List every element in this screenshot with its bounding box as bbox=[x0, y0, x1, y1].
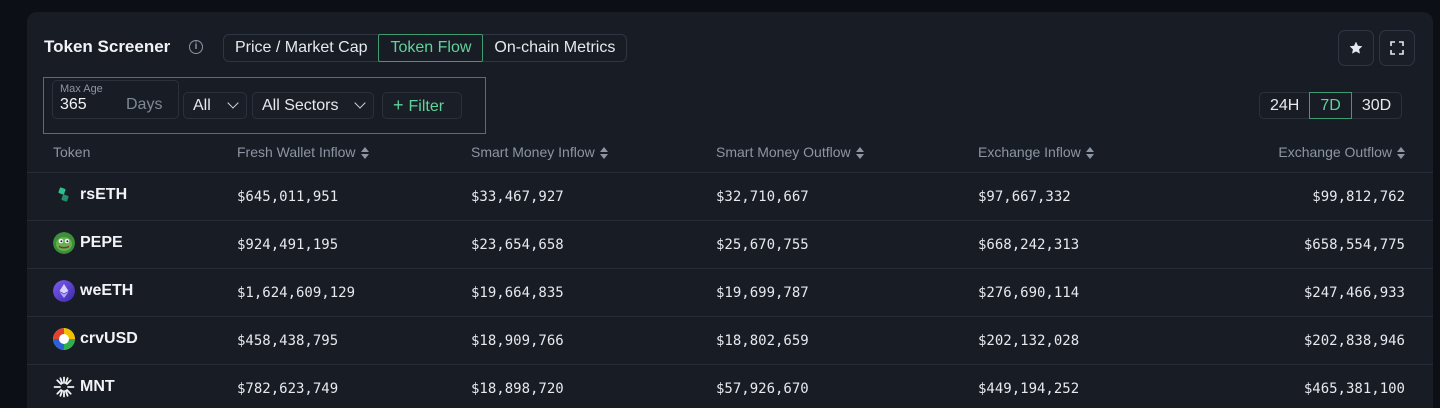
sort-icon bbox=[360, 146, 369, 160]
fresh-wallet-inflow-cell: $1,624,609,129 bbox=[237, 285, 356, 301]
token-name: MNT bbox=[80, 378, 115, 395]
column-header-token: Token bbox=[53, 144, 91, 160]
sort-icon bbox=[1085, 146, 1094, 160]
sort-icon bbox=[1397, 146, 1405, 160]
smart-money-inflow-cell: $18,898,720 bbox=[471, 381, 564, 397]
exchange-inflow-cell: $276,690,114 bbox=[978, 285, 1080, 301]
table-row[interactable]: MNT $782,623,749 $18,898,720 $57,926,670… bbox=[27, 364, 1433, 408]
token-screener-panel bbox=[27, 12, 1433, 408]
exchange-outflow-cell: $99,812,762 bbox=[1312, 189, 1405, 205]
table-row[interactable]: rsETH $645,011,951 $33,467,927 $32,710,6… bbox=[27, 172, 1433, 220]
mnt-icon bbox=[53, 376, 75, 398]
sort-icon bbox=[599, 146, 608, 160]
fresh-wallet-inflow-cell: $782,623,749 bbox=[237, 381, 339, 397]
chain-dropdown[interactable]: All bbox=[183, 92, 247, 119]
token-cell[interactable]: rsETH bbox=[53, 184, 127, 206]
filters-highlight-box bbox=[43, 77, 486, 134]
max-age-unit: Days bbox=[126, 96, 163, 113]
fresh-wallet-inflow-cell: $645,011,951 bbox=[237, 189, 339, 205]
exchange-inflow-cell: $202,132,028 bbox=[978, 333, 1080, 349]
max-age-field[interactable] bbox=[52, 80, 179, 119]
tab-token-flow[interactable]: Token Flow bbox=[378, 34, 484, 62]
smart-money-inflow-cell: $19,664,835 bbox=[471, 285, 564, 301]
smart-money-outflow-cell: $57,926,670 bbox=[716, 381, 809, 397]
pepe-icon bbox=[53, 232, 75, 254]
table-row[interactable]: crvUSD $458,438,795 $18,909,766 $18,802,… bbox=[27, 316, 1433, 364]
sort-icon bbox=[855, 146, 864, 160]
column-header-fresh-wallet-inflow[interactable]: Fresh Wallet Inflow bbox=[237, 144, 369, 160]
chain-dropdown-label: All bbox=[193, 97, 211, 114]
table-row[interactable]: PEPE $924,491,195 $23,654,658 $25,670,75… bbox=[27, 220, 1433, 268]
page-title: Token Screener bbox=[44, 37, 171, 56]
token-cell[interactable]: PEPE bbox=[53, 232, 123, 254]
smart-money-outflow-cell: $25,670,755 bbox=[716, 237, 809, 253]
range-24h[interactable]: 24H bbox=[1270, 97, 1300, 114]
token-cell[interactable]: weETH bbox=[53, 280, 133, 302]
token-name: PEPE bbox=[80, 234, 123, 251]
sector-dropdown-label: All Sectors bbox=[262, 97, 339, 114]
info-icon[interactable]: i bbox=[189, 40, 203, 54]
plus-icon: + bbox=[393, 95, 404, 115]
exchange-outflow-cell: $247,466,933 bbox=[1303, 285, 1405, 301]
token-cell[interactable]: crvUSD bbox=[53, 328, 138, 350]
smart-money-inflow-cell: $18,909,766 bbox=[471, 333, 564, 349]
filter-button-label: Filter bbox=[408, 98, 445, 115]
token-name: weETH bbox=[80, 282, 134, 299]
smart-money-inflow-cell: $33,467,927 bbox=[471, 189, 564, 205]
token-cell[interactable]: MNT bbox=[53, 376, 115, 398]
smart-money-outflow-cell: $19,699,787 bbox=[716, 285, 809, 301]
smart-money-outflow-cell: $32,710,667 bbox=[716, 189, 809, 205]
chevron-down-icon bbox=[354, 97, 366, 109]
exchange-outflow-cell: $465,381,100 bbox=[1303, 381, 1405, 397]
exchange-outflow-cell: $202,838,946 bbox=[1303, 333, 1405, 349]
token-name: crvUSD bbox=[80, 330, 138, 347]
fullscreen-button[interactable] bbox=[1379, 30, 1415, 66]
view-tabs: Price / Market Cap Token Flow On-chain M… bbox=[223, 34, 628, 62]
max-age-input[interactable]: 365 bbox=[60, 96, 87, 113]
table-row[interactable]: weETH $1,624,609,129 $19,664,835 $19,699… bbox=[27, 268, 1433, 316]
exchange-inflow-cell: $449,194,252 bbox=[978, 381, 1080, 397]
exchange-inflow-cell: $97,667,332 bbox=[978, 189, 1071, 205]
column-header-exchange-outflow[interactable]: Exchange Outflow bbox=[1278, 144, 1405, 160]
time-range-toggle: 24H 7D 30D bbox=[1259, 92, 1403, 119]
exchange-inflow-cell: $668,242,313 bbox=[978, 237, 1080, 253]
fresh-wallet-inflow-cell: $458,438,795 bbox=[237, 333, 339, 349]
tab-price-market-cap[interactable]: Price / Market Cap bbox=[235, 39, 368, 56]
smart-money-outflow-cell: $18,802,659 bbox=[716, 333, 809, 349]
max-age-label: Max Age bbox=[60, 83, 103, 95]
crvusd-icon bbox=[53, 328, 75, 350]
column-header-smart-money-outflow[interactable]: Smart Money Outflow bbox=[716, 144, 864, 160]
rseth-icon bbox=[58, 187, 69, 202]
chevron-down-icon bbox=[227, 97, 239, 109]
smart-money-inflow-cell: $23,654,658 bbox=[471, 237, 564, 253]
range-30d[interactable]: 30D bbox=[1361, 97, 1392, 114]
column-header-exchange-inflow[interactable]: Exchange Inflow bbox=[978, 144, 1094, 160]
expand-icon bbox=[1390, 41, 1404, 55]
sector-dropdown[interactable]: All Sectors bbox=[252, 92, 374, 119]
fresh-wallet-inflow-cell: $924,491,195 bbox=[237, 237, 339, 253]
tab-on-chain-metrics[interactable]: On-chain Metrics bbox=[494, 39, 616, 56]
column-header-smart-money-inflow[interactable]: Smart Money Inflow bbox=[471, 144, 608, 160]
weeth-icon bbox=[53, 280, 75, 302]
add-filter-button[interactable]: + Filter bbox=[382, 92, 462, 119]
favorite-button[interactable] bbox=[1338, 30, 1374, 66]
star-icon bbox=[1349, 41, 1363, 54]
range-7d[interactable]: 7D bbox=[1309, 92, 1352, 119]
exchange-outflow-cell: $658,554,775 bbox=[1303, 237, 1405, 253]
token-name: rsETH bbox=[80, 186, 128, 203]
